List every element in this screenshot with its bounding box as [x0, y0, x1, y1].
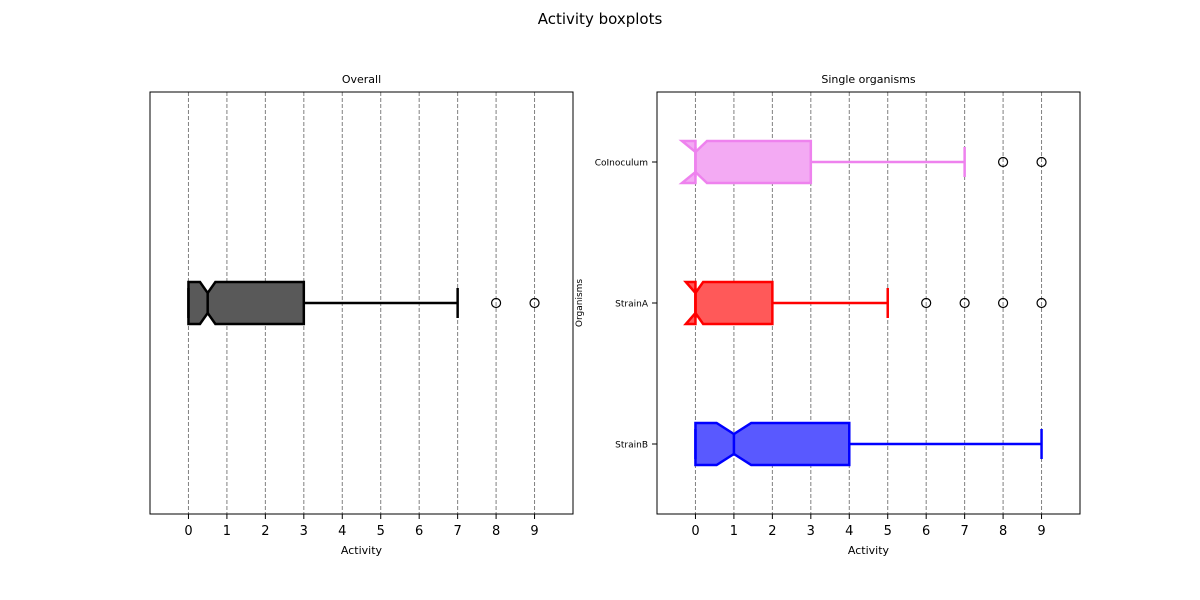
panel-title: Single organisms	[821, 73, 916, 86]
x-tick-label: 8	[999, 524, 1007, 539]
y-tick-label: StrainA	[615, 300, 649, 310]
x-tick-label: 5	[377, 524, 385, 539]
box-body	[678, 139, 813, 185]
x-tick-label: 9	[1037, 524, 1045, 539]
outlier-point	[1036, 156, 1047, 168]
x-tick-label: 3	[807, 524, 815, 539]
x-tick-label: 7	[453, 524, 461, 539]
axes-frame	[149, 91, 574, 515]
x-tick-label: 4	[845, 524, 853, 539]
y-axis-label: Organisms	[575, 279, 585, 328]
x-axis-label: Activity	[341, 544, 383, 557]
x-tick-label: 1	[730, 524, 738, 539]
x-tick-label: 8	[492, 524, 500, 539]
box-coinoculum	[678, 139, 1047, 185]
x-tick-label: 5	[884, 524, 892, 539]
outlier-point	[959, 297, 970, 309]
x-tick-label: 2	[261, 524, 269, 539]
x-tick-label: 4	[338, 524, 346, 539]
chart-panel-2: 0 1 2 3 4 5 6 7 8 9 CoInoculum StrainA StrainB Single…	[575, 73, 1081, 557]
x-tick-label: 7	[960, 524, 968, 539]
y-tick-label: CoInoculum	[595, 159, 648, 169]
chart-panel-1: 0 1 2 3 4 5 6 7 8 9 Overall Activity	[149, 73, 574, 557]
x-tick-label: 6	[415, 524, 423, 539]
x-tick-label: 6	[922, 524, 930, 539]
panel-title: Overall	[342, 73, 381, 86]
x-tick-label: 2	[768, 524, 776, 539]
box-strainb	[694, 421, 1043, 467]
outlier-point	[997, 297, 1009, 309]
x-tick-label: 0	[184, 524, 192, 539]
x-tick-label: 1	[223, 524, 231, 539]
box-body	[694, 421, 851, 467]
box-body	[187, 280, 306, 326]
outlier-point	[921, 297, 932, 309]
outlier-point	[529, 297, 540, 309]
box-straina	[683, 280, 1047, 326]
outlier-point	[1036, 297, 1047, 309]
y-tick-label: StrainB	[615, 441, 648, 451]
x-tick-label: 3	[300, 524, 308, 539]
x-axis-label: Activity	[848, 544, 890, 557]
outlier-point	[490, 297, 502, 309]
box-overall	[187, 280, 540, 326]
x-tick-label: 9	[530, 524, 538, 539]
x-tick-label: 0	[691, 524, 699, 539]
outlier-point	[997, 156, 1009, 168]
figure-title: Activity boxplots	[538, 10, 663, 28]
box-body	[683, 280, 774, 326]
